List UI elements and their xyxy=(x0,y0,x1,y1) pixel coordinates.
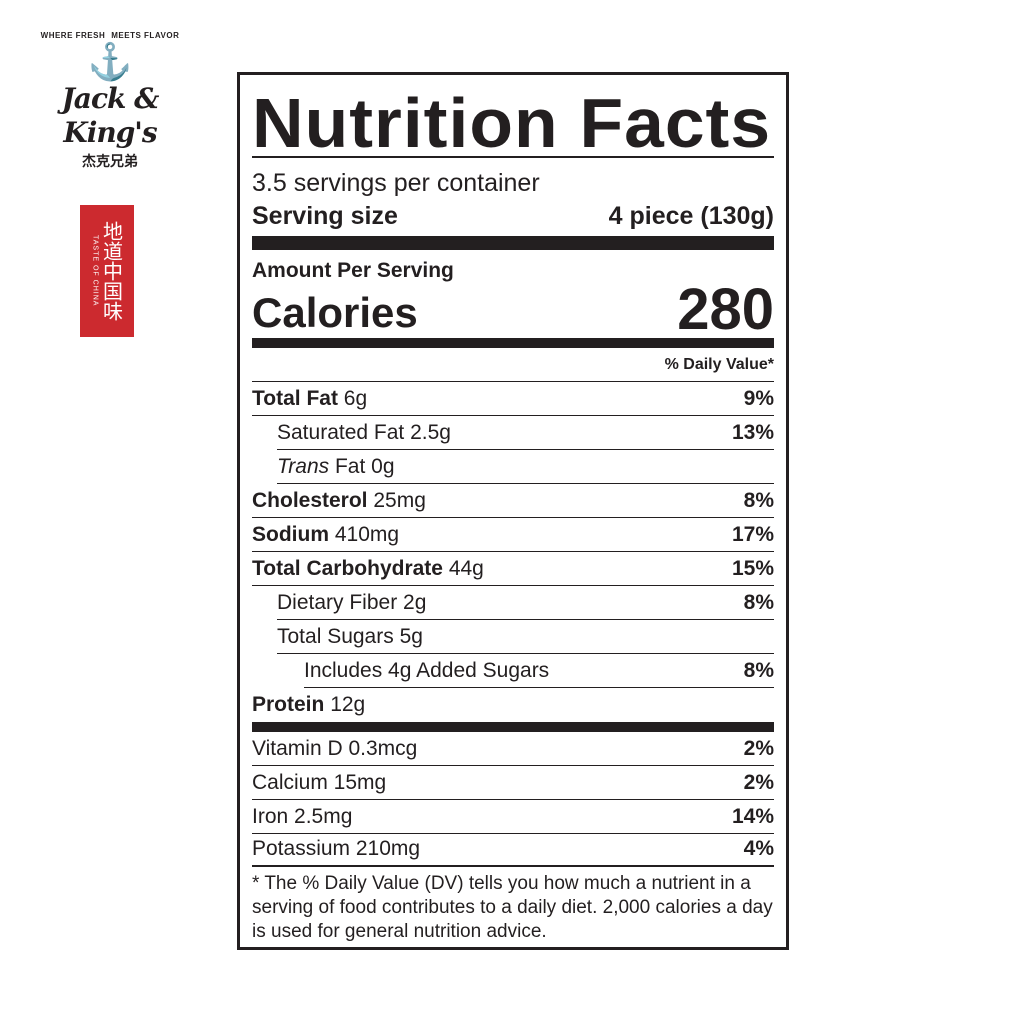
medium-divider xyxy=(252,338,774,348)
vitamin-row: Vitamin D 0.3mcg 2% xyxy=(252,732,774,766)
nutrient-row: Total Fat 6g 9% xyxy=(252,382,774,416)
label-title: Nutrition Facts xyxy=(252,84,772,162)
stamp-english: TASTE OF CHINA xyxy=(91,235,99,307)
calories-value: 280 xyxy=(677,277,774,342)
nutrition-facts-label: Nutrition Facts 3.5 servings per contain… xyxy=(237,72,789,950)
logo-brand: Jack & King's xyxy=(61,82,160,149)
serving-size-row: Serving size 4 piece (130g) xyxy=(252,202,774,231)
logo-chinese: 杰克兄弟 xyxy=(82,153,138,169)
divider xyxy=(252,156,774,158)
nutrient-row: Sodium 410mg 17% xyxy=(252,518,774,552)
daily-value-header: % Daily Value* xyxy=(252,348,774,382)
medium-divider xyxy=(252,722,774,732)
logo-tagline: WHERE FRESH MEETS FLAVOR xyxy=(40,31,180,40)
nutrient-row: Saturated Fat 2.5g 13% xyxy=(277,416,774,450)
serving-size-label: Serving size xyxy=(252,202,398,230)
calories-label: Calories xyxy=(252,289,418,336)
nutrient-row: Trans Fat 0g xyxy=(277,450,774,484)
amount-per-serving: Amount Per Serving xyxy=(252,259,454,282)
stamp-chinese: 地道中国味 xyxy=(99,221,124,321)
nutrient-row: Dietary Fiber 2g 8% xyxy=(277,586,774,620)
nutrient-row: Cholesterol 25mg 8% xyxy=(252,484,774,518)
nutrient-row: Protein 12g xyxy=(252,693,366,716)
vitamin-row: Potassium 210mg 4% xyxy=(252,833,774,867)
servings-per-container: 3.5 servings per container xyxy=(252,169,540,197)
vitamin-row: Calcium 15mg 2% xyxy=(252,766,774,800)
taste-of-china-stamp: TASTE OF CHINA 地道中国味 xyxy=(80,205,134,337)
anchor-icon: ⚓ xyxy=(87,41,133,82)
nutrient-row: Total Carbohydrate 44g 15% xyxy=(252,552,774,586)
brand-logo: WHERE FRESH MEETS FLAVOR ⚓ Jack & King's … xyxy=(40,30,180,170)
vitamin-row: Iron 2.5mg 14% xyxy=(252,800,774,834)
nutrient-row: Includes 4g Added Sugars 8% xyxy=(304,654,774,688)
calories-row: Calories 280 xyxy=(252,277,774,342)
thick-divider xyxy=(252,236,774,250)
nutrient-row: Total Sugars 5g xyxy=(277,620,774,654)
serving-size-value: 4 piece (130g) xyxy=(608,202,774,230)
footnote: * The % Daily Value (DV) tells you how m… xyxy=(252,873,773,942)
